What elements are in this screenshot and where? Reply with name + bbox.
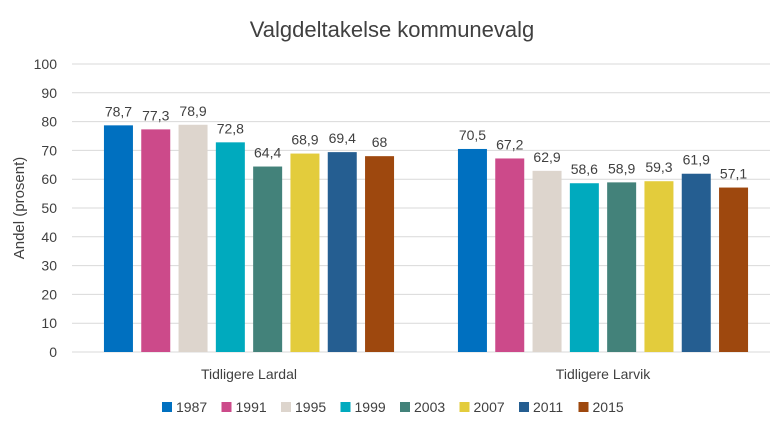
- x-tick-label: Tidligere Lardal: [201, 366, 297, 382]
- bar-1987: [457, 148, 487, 352]
- data-label: 78,9: [179, 103, 206, 119]
- bar-2015: [365, 156, 395, 352]
- data-label: 61,9: [683, 152, 710, 168]
- data-label: 64,4: [254, 145, 281, 161]
- legend-label: 1991: [236, 399, 267, 415]
- data-label: 77,3: [142, 107, 169, 123]
- bar-1995: [532, 170, 562, 352]
- y-tick-label: 0: [49, 344, 57, 360]
- y-axis-label: Andel (prosent): [11, 157, 28, 260]
- bar-1991: [495, 158, 525, 352]
- bar-1999: [569, 183, 599, 352]
- legend-swatch-2007: [459, 402, 470, 412]
- bar-2003: [607, 182, 637, 352]
- bar-2015: [719, 187, 749, 352]
- legend-swatch-2015: [578, 402, 589, 412]
- y-tick-label: 50: [41, 200, 57, 216]
- chart-title: Valgdeltakelse kommunevalg: [250, 17, 535, 42]
- bar-2011: [681, 173, 711, 352]
- data-label: 69,4: [329, 130, 356, 146]
- data-label: 68,9: [291, 132, 318, 148]
- y-tick-label: 60: [41, 171, 57, 187]
- data-label: 70,5: [459, 127, 486, 143]
- y-tick-label: 20: [41, 286, 57, 302]
- y-tick-label: 90: [41, 85, 57, 101]
- bar-2007: [290, 153, 320, 352]
- bar-2003: [253, 166, 283, 352]
- legend-swatch-2003: [400, 402, 410, 412]
- bar-1987: [103, 125, 133, 353]
- data-label: 62,9: [533, 149, 560, 165]
- legend-swatch-2011: [519, 402, 529, 412]
- legend-label: 2003: [414, 399, 445, 415]
- bar-2007: [644, 181, 674, 352]
- y-tick-label: 80: [41, 114, 57, 130]
- bar-1995: [178, 124, 208, 352]
- bar-1991: [141, 129, 171, 352]
- bar-2011: [327, 152, 357, 352]
- legend-label: 1995: [295, 399, 326, 415]
- legend-swatch-1991: [221, 402, 232, 412]
- data-label: 78,7: [105, 103, 132, 119]
- data-label: 58,6: [571, 161, 598, 177]
- data-label: 67,2: [496, 136, 523, 152]
- data-label: 68: [372, 134, 388, 150]
- x-tick-label: Tidligere Larvik: [556, 366, 651, 382]
- y-tick-label: 40: [41, 229, 57, 245]
- legend-label: 1999: [355, 399, 386, 415]
- legend-label: 2015: [593, 399, 624, 415]
- bar-1999: [215, 142, 245, 352]
- legend-label: 2011: [533, 399, 563, 415]
- data-label: 58,9: [608, 160, 635, 176]
- y-tick-label: 10: [41, 315, 57, 331]
- data-label: 72,8: [217, 120, 244, 136]
- legend-label: 1987: [176, 399, 207, 415]
- data-label: 59,3: [645, 159, 672, 175]
- legend-label: 2007: [474, 399, 505, 415]
- y-tick-label: 70: [41, 142, 57, 158]
- legend-swatch-1987: [162, 402, 172, 412]
- legend-swatch-1995: [281, 402, 291, 412]
- y-tick-label: 100: [34, 56, 58, 72]
- legend-swatch-1999: [340, 402, 351, 412]
- data-label: 57,1: [720, 166, 747, 182]
- y-tick-label: 30: [41, 258, 57, 274]
